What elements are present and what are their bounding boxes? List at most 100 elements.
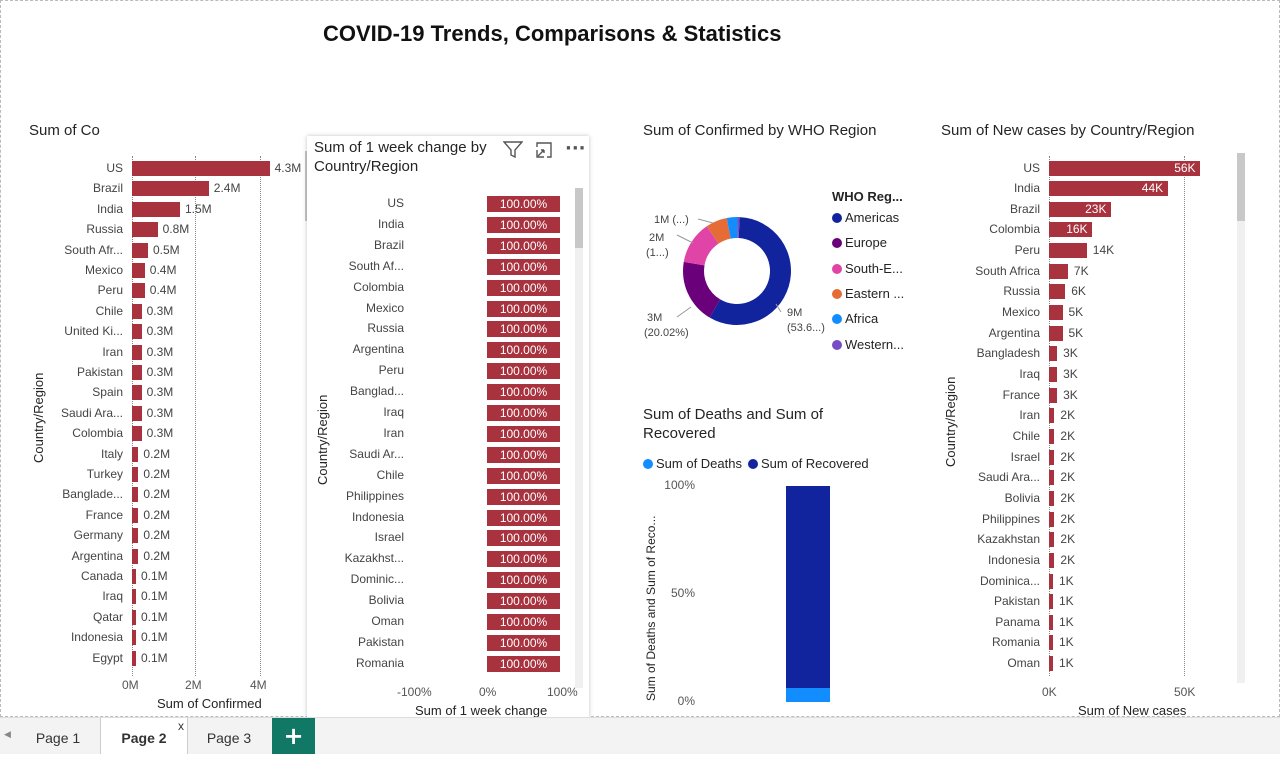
bar [1049,387,1058,403]
bar: 100.00% [487,614,560,630]
data-label: 3M [647,312,662,324]
data-label: 0.3M [146,385,174,400]
data-label: 0.3M [146,426,174,441]
category-label: Saudi Ar... [349,446,404,461]
scroll-left-icon[interactable]: ◀ [4,730,11,740]
bar [132,609,136,625]
category-label: Dominic... [350,572,404,587]
add-page-button[interactable]: + [272,718,315,754]
tab-page-3[interactable]: Page 3 [186,718,272,754]
donut-slice[interactable] [683,261,721,318]
data-label: 2K [1060,490,1076,505]
legend-label: Western... [845,336,905,352]
tab-page-1[interactable]: Page 1 [16,718,100,754]
category-label: Colombia [353,279,404,294]
data-label: 2M [649,232,664,244]
bar [132,324,142,340]
bar: 100.00% [487,342,560,359]
data-label: 2K [1060,532,1076,547]
bar [1049,511,1055,527]
category-label: Peru [1014,243,1040,258]
close-tab-icon[interactable]: x [178,719,184,733]
legend-label: Eastern ... [845,285,905,301]
bar [1049,325,1063,341]
filter-icon[interactable] [502,141,524,163]
data-label: 1K [1059,573,1074,588]
bar [132,467,139,482]
donut-chart: 9M (53.6...) 3M (20.02%) 2M (1...) 1M (...) [644,214,825,339]
bar: 100.00% [487,551,560,568]
category-label: Italy [100,446,123,461]
bar [132,569,136,584]
donut-slice[interactable] [709,217,791,325]
donut-slice[interactable] [706,217,731,244]
category-label: Chile [95,303,123,318]
category-label: Colombia [72,426,123,441]
y-tick-label: 50% [670,586,695,600]
donut-slice[interactable] [737,217,740,239]
x-tick-label: 0M [122,678,139,692]
donut-slice[interactable] [726,217,738,239]
data-label: 16K [1066,222,1088,237]
bar [132,344,142,360]
data-label: 1K [1059,614,1074,629]
data-label: 0.4M [149,263,177,277]
donut-slice[interactable] [683,226,719,266]
legend-item: Americas [832,210,899,225]
x-tick-label: -100% [397,685,432,699]
legend-item: Eastern ... [832,286,904,301]
bar: 100.00% [487,237,560,254]
category-label: Indonesia [70,630,123,645]
chart-title-line2: Country/Region [314,158,419,175]
legend-label: Americas [845,210,900,225]
category-label: Russia [367,321,404,336]
scrollbar-thumb[interactable] [1237,153,1245,221]
category-label: Bolivia [1004,490,1040,505]
category-label: Spain [92,385,123,400]
focus-mode-icon[interactable] [535,141,553,163]
data-label: 2K [1060,552,1076,567]
category-label: Kazakhstan [977,532,1040,547]
data-label: 1M (...) [654,214,689,226]
data-label: 0.3M [146,324,174,339]
data-label: 3K [1063,346,1078,361]
category-label: US [106,161,123,175]
legend-title: WHO Reg... [832,189,903,204]
data-label: 0.1M [141,650,168,665]
data-label: 2K [1060,428,1076,443]
data-label: 2K [1060,449,1076,464]
category-label: Peru [97,283,123,298]
bar [1049,490,1055,506]
more-options-icon[interactable]: ··· [565,138,586,159]
bar [132,242,148,258]
data-label: 1K [1059,635,1074,650]
bar [1049,656,1053,672]
category-label: Mexico [84,263,123,277]
scrollbar-track[interactable] [1237,153,1245,683]
bar [1049,635,1053,651]
bar: 100.00% [487,363,560,380]
category-label: France [85,507,123,522]
x-axis-title: Sum of Confirmed [157,696,262,711]
data-label: 3K [1063,387,1078,402]
bar [1049,181,1168,197]
tab-page-2[interactable]: Page 2 x [100,718,188,754]
scrollbar-thumb[interactable] [575,188,583,248]
category-label: Bolivia [368,593,404,608]
scrollbar-track[interactable] [575,188,583,688]
bar [132,222,158,238]
chart-title: Sum of Confirmed by WHO Region [643,122,877,139]
data-label: 44K [1141,181,1164,196]
category-label: US [1023,160,1040,175]
bar [1049,201,1112,217]
data-label: 0.2M [143,507,171,522]
category-label: Brazil [373,237,404,252]
data-label: 1K [1059,656,1074,671]
bar [132,385,142,401]
bar [1049,573,1053,589]
leader-line [676,234,694,244]
bar [1049,532,1055,548]
x-tick-label: 0K [1042,685,1057,699]
data-label: 3K [1063,367,1078,381]
y-tick-label: 100% [664,478,695,492]
